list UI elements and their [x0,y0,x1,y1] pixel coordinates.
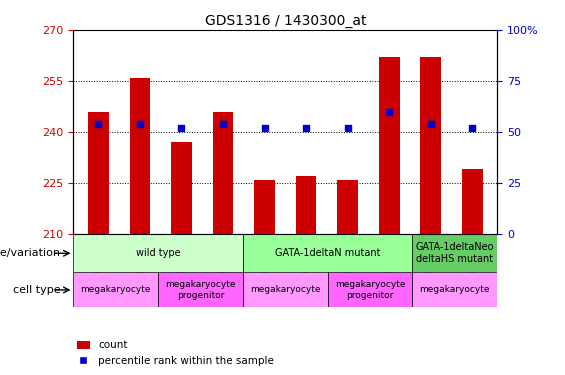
Point [468,125,477,131]
Point [260,125,269,131]
Point [136,121,145,127]
FancyBboxPatch shape [158,272,243,308]
Bar [254,180,275,234]
Title: GDS1316 / 1430300_at: GDS1316 / 1430300_at [205,13,366,28]
Text: genotype/variation: genotype/variation [0,248,61,258]
Bar [379,57,399,234]
Text: megakaryocyte: megakaryocyte [250,285,320,294]
FancyBboxPatch shape [73,234,243,272]
Point [385,109,394,115]
Bar [88,112,108,234]
FancyBboxPatch shape [243,234,412,272]
Text: wild type: wild type [136,248,180,258]
Bar [212,112,233,234]
Point [94,121,103,127]
Bar [171,142,192,234]
Point [302,125,311,131]
FancyBboxPatch shape [243,272,328,308]
Bar [337,180,358,234]
Text: cell type: cell type [13,285,61,295]
Point [426,121,435,127]
Text: GATA-1deltaN mutant: GATA-1deltaN mutant [275,248,380,258]
Text: GATA-1deltaNeo
deltaHS mutant: GATA-1deltaNeo deltaHS mutant [416,243,494,264]
FancyBboxPatch shape [73,272,158,308]
Text: megakaryocyte: megakaryocyte [420,285,490,294]
Bar [295,176,316,234]
Bar [462,170,483,234]
Point [177,125,186,131]
Legend: count, percentile rank within the sample: count, percentile rank within the sample [73,336,278,370]
FancyBboxPatch shape [412,234,497,272]
Text: megakaryocyte
progenitor: megakaryocyte progenitor [166,280,236,300]
Text: megakaryocyte: megakaryocyte [81,285,151,294]
FancyBboxPatch shape [412,272,497,308]
Bar [420,57,441,234]
Bar [129,78,150,234]
Point [343,125,352,131]
FancyBboxPatch shape [328,272,412,308]
Text: megakaryocyte
progenitor: megakaryocyte progenitor [335,280,405,300]
Point [219,121,228,127]
